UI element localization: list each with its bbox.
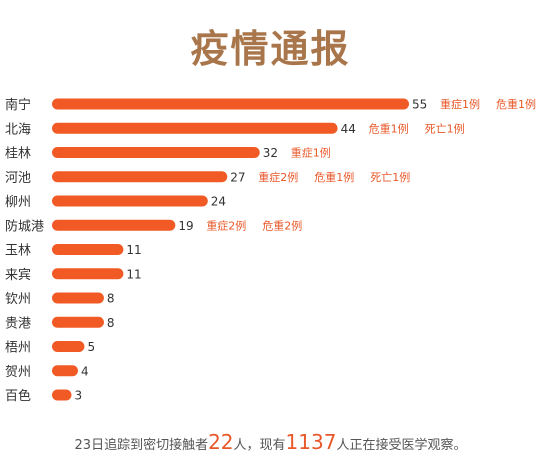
category-label: 柳州 xyxy=(5,195,31,210)
footer-mid: 人，现有 xyxy=(233,438,286,453)
value-label: 5 xyxy=(87,340,95,354)
value-label: 8 xyxy=(107,292,115,306)
bar xyxy=(52,98,409,110)
category-label: 桂林 xyxy=(5,147,31,162)
annotation-label: 危重1例 xyxy=(314,170,354,184)
value-label: 11 xyxy=(126,267,141,281)
bar xyxy=(52,389,72,401)
bar xyxy=(52,244,124,255)
bar xyxy=(52,268,124,280)
bar xyxy=(52,341,85,352)
annotation-label: 重症2例 xyxy=(258,170,298,184)
category-label: 钦州 xyxy=(5,292,31,307)
category-label: 来宾 xyxy=(5,267,31,283)
annotation-label: 重症2例 xyxy=(206,218,246,232)
value-label: 19 xyxy=(178,219,193,233)
annotation-label: 重症1例 xyxy=(291,146,331,160)
value-label: 44 xyxy=(341,122,356,136)
category-label: 梧州 xyxy=(5,341,31,356)
value-label: 55 xyxy=(412,98,427,112)
value-label: 24 xyxy=(211,195,226,209)
category-label: 南宁 xyxy=(5,97,31,113)
bar xyxy=(52,195,208,207)
bar xyxy=(52,219,176,231)
value-label: 32 xyxy=(263,146,278,160)
bar xyxy=(52,292,104,304)
category-label: 玉林 xyxy=(5,244,31,259)
footer-prefix: 23日追踪到密切接触者 xyxy=(74,438,209,453)
bar xyxy=(52,171,228,183)
value-label: 11 xyxy=(126,243,141,257)
value-label: 3 xyxy=(74,389,82,403)
bar xyxy=(52,122,338,134)
category-label: 贵港 xyxy=(5,316,31,331)
bar xyxy=(52,316,104,328)
footer-suffix: 人正在接受医学观察。 xyxy=(336,438,467,453)
page-title: 疫情通报 xyxy=(190,27,351,71)
annotation-label: 危重1例 xyxy=(496,97,536,111)
bar xyxy=(52,365,78,377)
observed-count: 1137 xyxy=(285,430,337,454)
annotation-label: 死亡1例 xyxy=(425,121,465,135)
footer-note: 23日追踪到密切接触者22人，现有1137人正在接受医学观察。 xyxy=(0,430,541,454)
annotation-label: 重症1例 xyxy=(440,97,480,111)
category-label: 河池 xyxy=(5,171,31,186)
category-label: 贺州 xyxy=(5,365,31,380)
annotation-label: 危重2例 xyxy=(262,218,302,232)
annotation-label: 危重1例 xyxy=(369,121,409,135)
category-label: 防城港 xyxy=(5,218,44,234)
bar xyxy=(52,147,260,158)
value-label: 27 xyxy=(230,170,245,184)
category-label: 北海 xyxy=(5,122,31,137)
contacts-count: 22 xyxy=(208,430,234,454)
value-label: 4 xyxy=(81,364,89,378)
annotation-label: 死亡1例 xyxy=(370,170,410,184)
category-label: 百色 xyxy=(5,388,31,404)
value-label: 8 xyxy=(107,316,115,330)
